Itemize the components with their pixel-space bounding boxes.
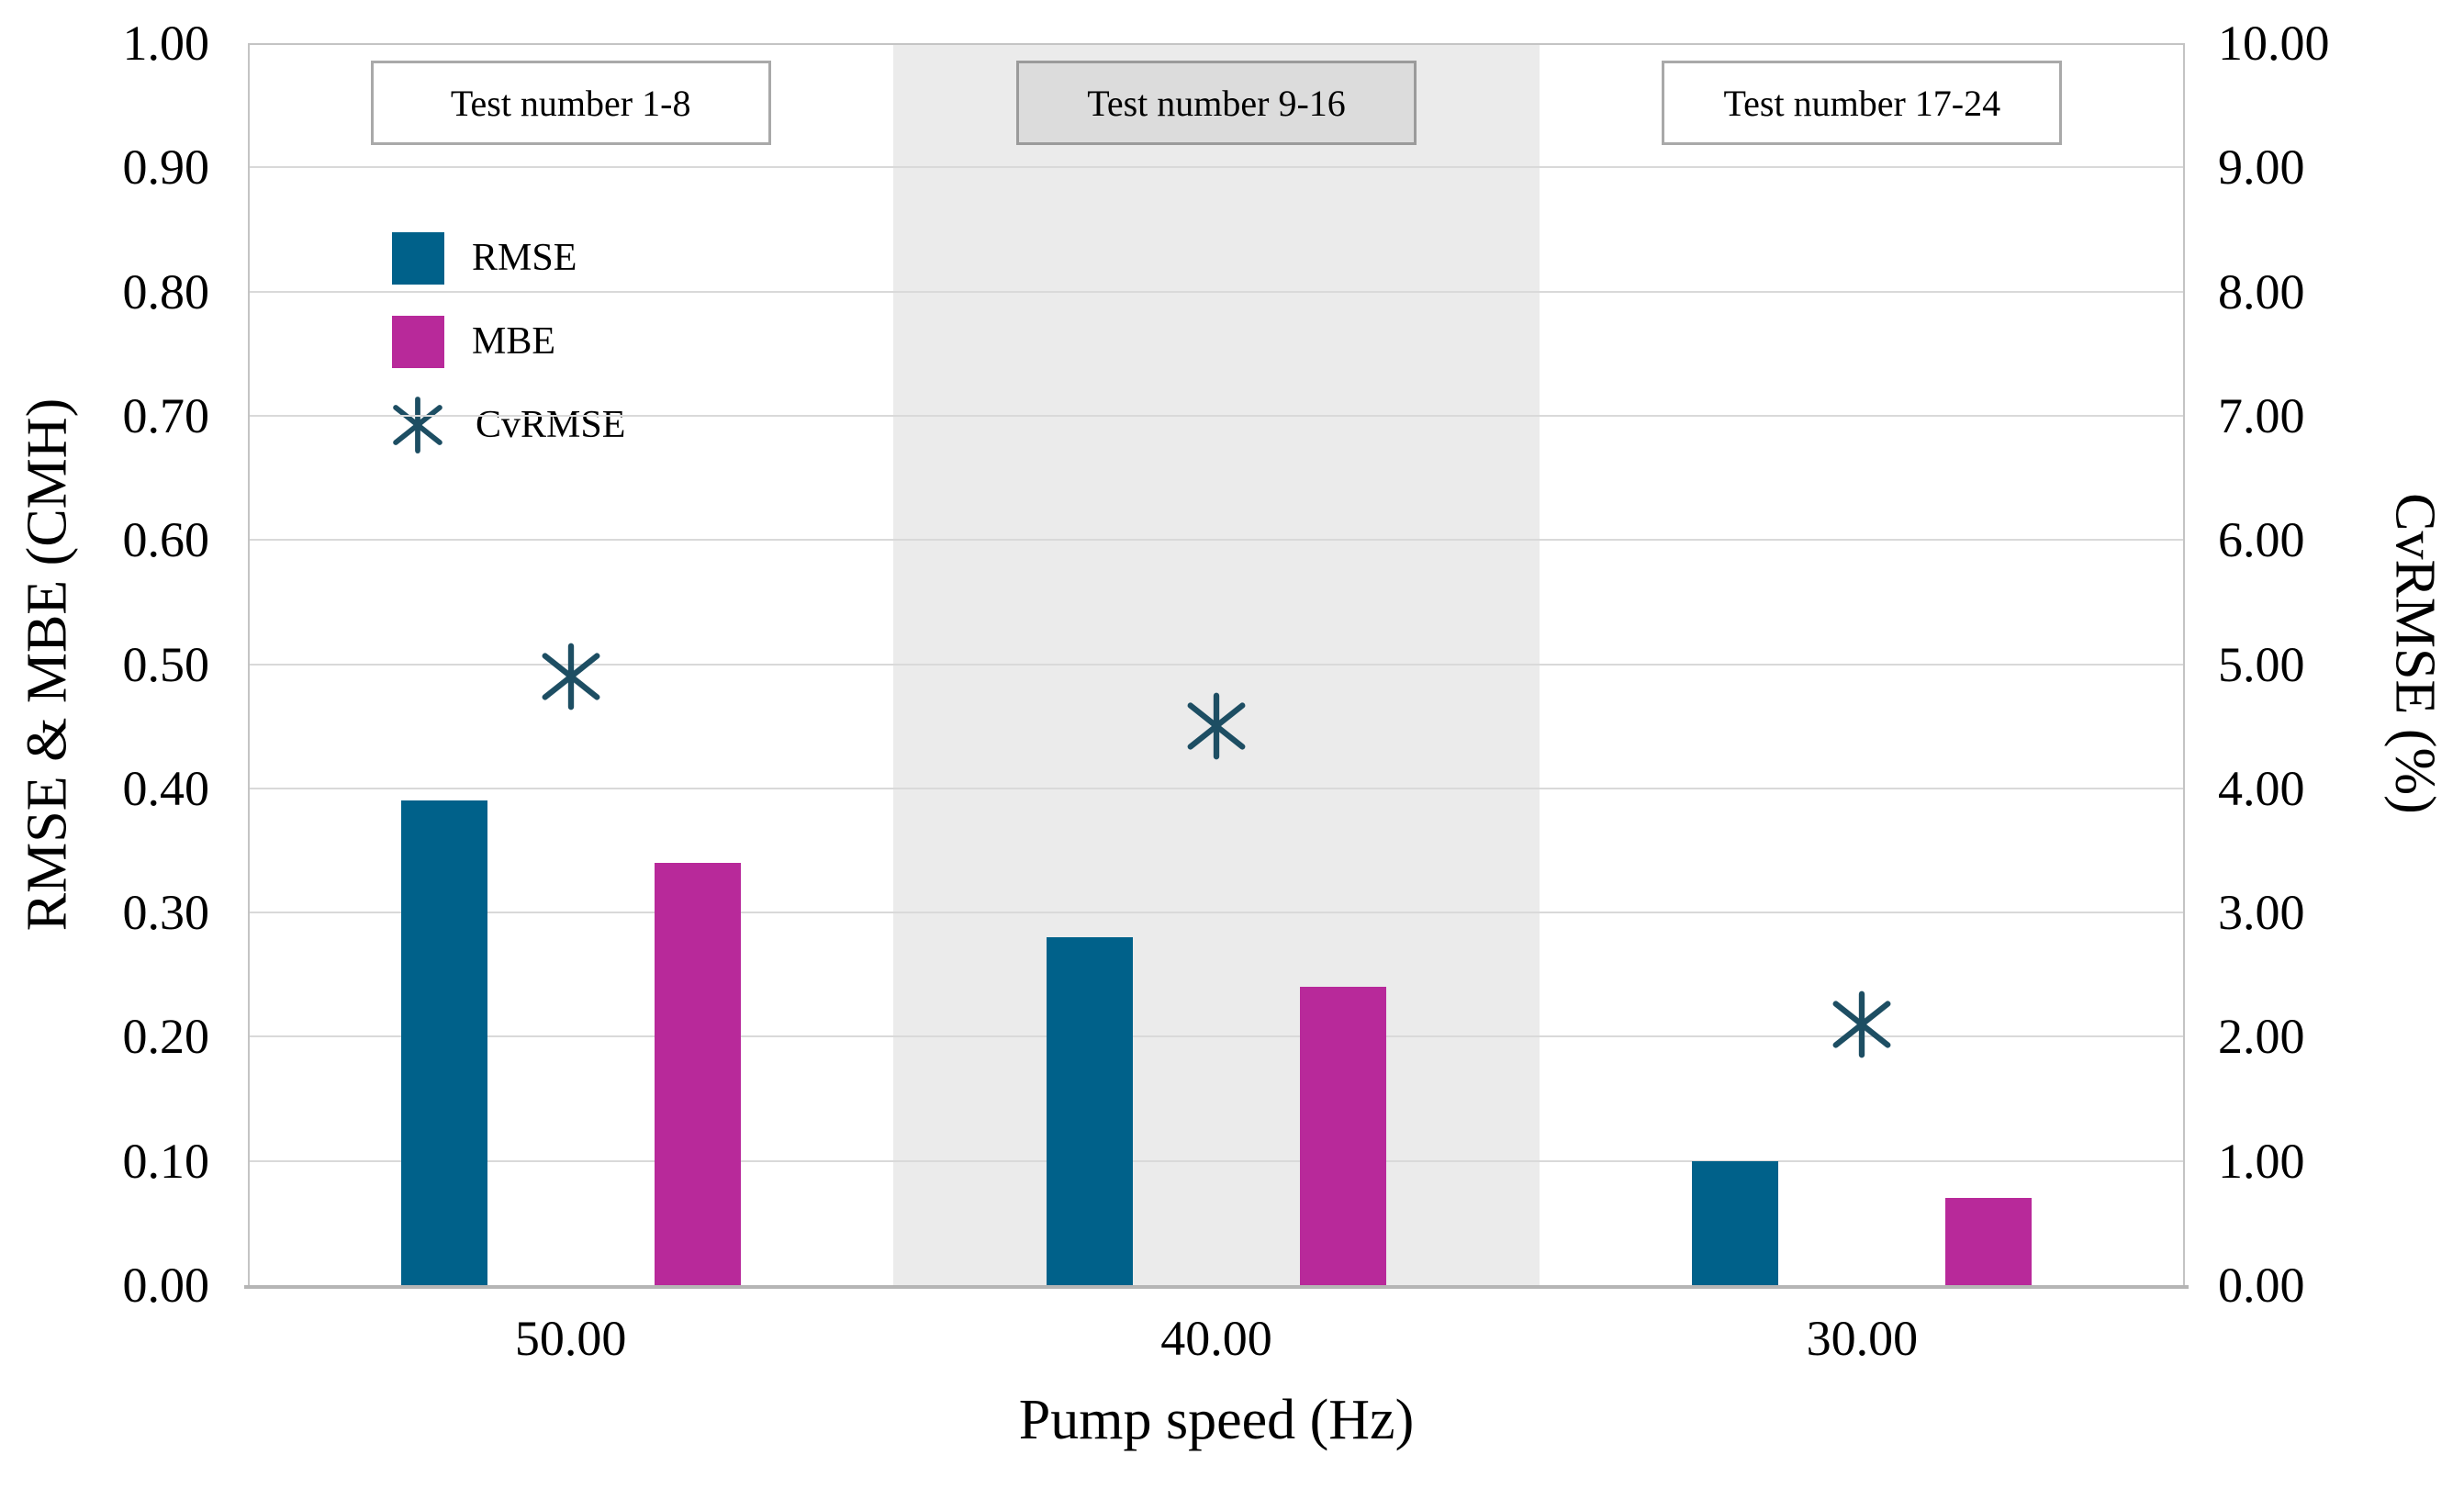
y-tick-label-right: 4.00 <box>2218 760 2305 816</box>
legend-marker-cvrmse-asterisk-icon <box>387 395 448 455</box>
gridline <box>248 663 2185 666</box>
annotation-box: Test number 17-24 <box>1662 61 2063 145</box>
legend-swatch-rmse <box>392 231 444 285</box>
y-tick-label-left: 0.40 <box>122 760 210 816</box>
x-tick-label: 30.00 <box>1806 1311 1919 1366</box>
bar-mbe <box>1300 987 1386 1285</box>
y-tick-label-right: 7.00 <box>2218 387 2305 443</box>
y-tick-label-left: 0.60 <box>122 512 210 568</box>
x-tick-label: 50.00 <box>514 1311 627 1366</box>
y-tick-label-left: 0.00 <box>122 1258 210 1313</box>
gridline <box>248 539 2185 542</box>
legend-label-mbe: MBE <box>472 320 556 363</box>
y-tick-label-right: 10.00 <box>2218 16 2330 71</box>
y-tick-label-right: 9.00 <box>2218 140 2305 196</box>
plot-border-right <box>2183 43 2185 1285</box>
legend-label-cvrmse: CvRMSE <box>476 404 626 446</box>
bar-mbe <box>1945 1198 2033 1285</box>
gridline <box>248 787 2185 789</box>
y-tick-label-right: 5.00 <box>2218 636 2305 692</box>
y-tick-label-right: 6.00 <box>2218 512 2305 568</box>
y-tick-label-left: 0.50 <box>122 636 210 692</box>
bar-rmse <box>1047 937 1133 1285</box>
y-tick-label-left: 0.20 <box>122 1009 210 1065</box>
legend: RMSE MBE CvRMSE <box>392 231 625 482</box>
legend-label-rmse: RMSE <box>472 237 577 279</box>
bar-mbe <box>654 862 741 1285</box>
y-tick-label-left: 0.30 <box>122 885 210 941</box>
cvrmse-marker <box>1826 989 1898 1060</box>
y-tick-label-left: 0.70 <box>122 387 210 443</box>
y-tick-label-left: 0.90 <box>122 140 210 196</box>
gridline <box>248 290 2185 293</box>
gridline <box>248 166 2185 169</box>
y-tick-label-right: 0.00 <box>2218 1258 2305 1313</box>
plot-border-left <box>248 43 250 1285</box>
x-axis-line <box>244 1285 2189 1289</box>
x-tick-label: 40.00 <box>1160 1311 1272 1366</box>
y-tick-label-right: 3.00 <box>2218 885 2305 941</box>
gridline <box>248 912 2185 914</box>
y-tick-label-right: 8.00 <box>2218 263 2305 319</box>
x-axis-title: Pump speed (Hz) <box>1018 1389 1415 1451</box>
gridline <box>248 1035 2185 1038</box>
legend-swatch-mbe <box>392 315 444 368</box>
gridline <box>248 414 2185 417</box>
y-tick-label-left: 0.80 <box>122 263 210 319</box>
gridline <box>248 1159 2185 1162</box>
y-tick-label-right: 1.00 <box>2218 1133 2305 1189</box>
bar-rmse <box>1692 1160 1779 1285</box>
annotation-box: Test number 1-8 <box>370 61 771 145</box>
y-tick-label-left: 0.10 <box>122 1133 210 1189</box>
legend-item-rmse: RMSE <box>392 231 625 285</box>
cvrmse-marker <box>1181 690 1252 762</box>
legend-item-cvrmse: CvRMSE <box>392 397 626 453</box>
bar-rmse <box>400 800 487 1285</box>
cvrmse-marker <box>535 641 607 712</box>
y-tick-label-right: 2.00 <box>2218 1009 2305 1065</box>
plot-border-top <box>248 43 2185 45</box>
legend-item-mbe: MBE <box>392 315 625 368</box>
annotation-box: Test number 9-16 <box>1016 61 1417 145</box>
y-tick-label-left: 1.00 <box>122 16 210 71</box>
